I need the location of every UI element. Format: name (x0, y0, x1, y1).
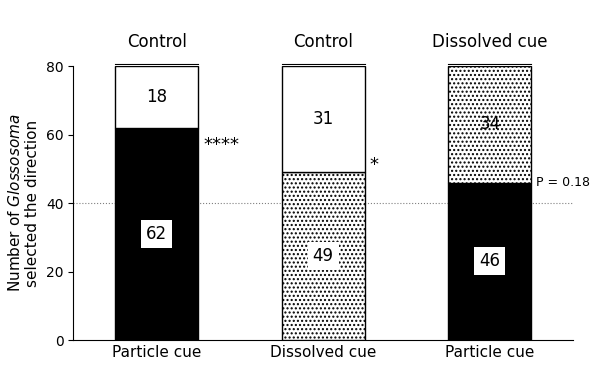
Y-axis label: Number of $\it{Glossosoma}$
selected the direction: Number of $\it{Glossosoma}$ selected the… (7, 114, 40, 292)
Text: 49: 49 (313, 247, 334, 265)
Text: *: * (370, 156, 379, 174)
Text: P = 0.18: P = 0.18 (536, 176, 590, 189)
Bar (115, 66, 198, 128)
Text: 62: 62 (146, 225, 167, 243)
Text: Control: Control (293, 33, 353, 51)
Text: 31: 31 (313, 110, 334, 128)
Bar (448, 66, 532, 182)
Text: 18: 18 (146, 88, 167, 106)
Bar (281, 172, 365, 340)
Text: 46: 46 (479, 252, 500, 270)
Bar (115, 128, 198, 340)
Text: Control: Control (127, 33, 187, 51)
Bar (281, 66, 365, 172)
Text: 34: 34 (479, 115, 500, 133)
Text: Dissolved cue: Dissolved cue (432, 33, 548, 51)
Bar (448, 182, 532, 340)
Text: ****: **** (203, 136, 239, 154)
